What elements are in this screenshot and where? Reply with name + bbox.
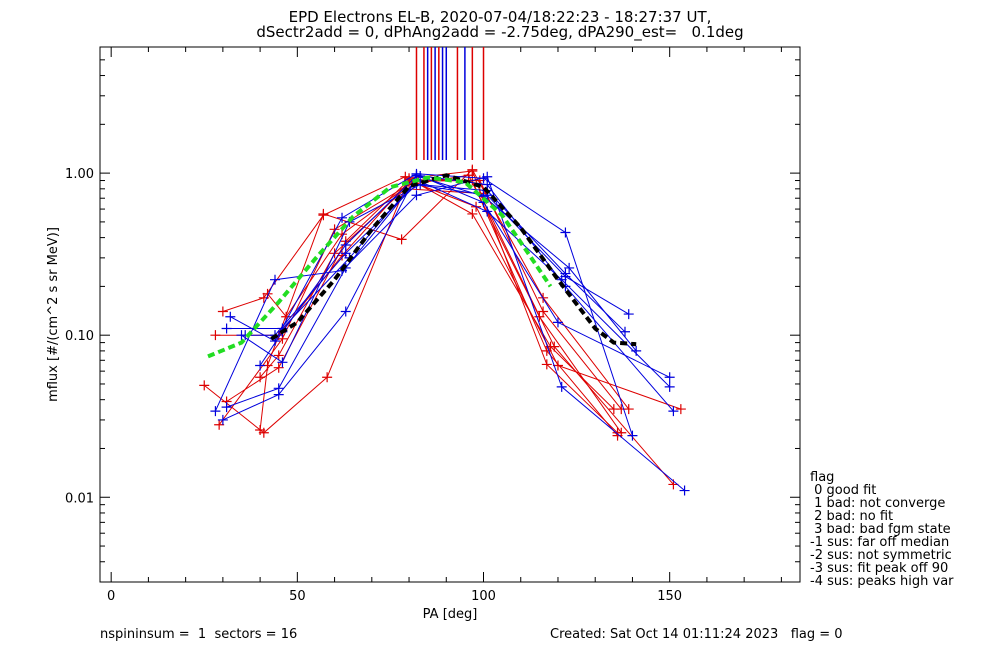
red-data-point [616,427,627,438]
blue-data-point [277,357,288,368]
blue-data-point [668,406,679,417]
blue-data-point [340,306,351,317]
blue-data-point [337,212,348,223]
x-tick-label: 0 [107,589,115,604]
red-data-point [623,404,634,415]
chart-title-line2: dSectr2add = 0, dPhAng2add = -2.75deg, d… [256,23,744,41]
legend-item: 3 bad: bad fgm state [810,522,951,537]
blue-data-point [679,485,690,496]
blue-series-line [230,173,633,436]
x-axis-label: PA [deg] [423,607,478,622]
blue-data-point [411,190,422,201]
blue-data-point [556,381,567,392]
blue-data-point [221,323,232,334]
red-data-point [396,234,407,245]
legend-item: 1 bad: not converge [810,496,946,511]
blue-data-point [478,173,489,184]
blue-data-point [631,345,642,356]
red-series-line [203,170,618,434]
y-tick-label: 1.00 [65,167,94,182]
blue-series-line [245,184,629,336]
x-tick-label: 50 [289,589,306,604]
red-data-point [318,208,329,219]
red-data-point [538,306,549,317]
blue-data-point [623,309,634,320]
blue-series-line [222,174,674,421]
footer-spin-info: nspininsum = 1 sectors = 16 [100,627,298,642]
y-tick-label: 0.10 [65,329,94,344]
blue-data-point [560,271,571,282]
red-data-point [541,359,552,370]
blue-series-line [214,176,685,491]
blue-data-point [664,381,675,392]
blue-data-point [273,383,284,394]
legend-title: flag [810,470,835,485]
red-data-point [210,330,221,341]
blue-data-point [255,360,266,371]
red-data-point [255,372,266,383]
black-median-curve [270,173,637,347]
legend-item: 2 bad: no fit [810,509,894,524]
red-data-point [199,380,210,391]
red-series-line [215,179,618,436]
blue-data-point [270,274,280,285]
blue-data-point [564,262,575,273]
red-data-point [463,170,474,181]
blue-series-line [226,175,670,408]
blue-data-point [221,402,232,413]
blue-data-point [210,406,221,417]
x-tick-label: 100 [471,589,496,604]
plot-frame [99,46,801,583]
x-tick-label: 150 [657,589,682,604]
blue-data-point [482,206,493,217]
red-series-line [259,188,674,485]
red-data-point [467,208,478,219]
legend-item: -1 sus: far off median [810,535,950,550]
red-data-point [467,164,478,175]
blue-data-point [217,414,228,425]
blue-data-point [620,326,630,337]
red-data-point [217,306,228,317]
blue-data-point [340,240,351,251]
blue-data-point [552,317,563,328]
red-data-point [273,362,284,373]
blue-data-point [560,227,571,238]
footer-created-info: Created: Sat Oct 14 01:11:24 2023 flag =… [550,627,843,642]
blue-data-point [225,311,236,322]
flag-legend: flag 0 good fit 1 bad: not converge 2 ba… [810,471,954,588]
y-tick-label: 0.01 [65,491,94,506]
red-series-line [222,176,615,410]
legend-item: -2 sus: not symmetric [810,548,952,563]
chart-title-line1: EPD Electrons EL-B, 2020-07-04/18:22:23 … [288,8,712,26]
blue-data-point [627,430,638,441]
red-data-point [322,372,333,383]
blue-series-line [259,175,637,366]
red-data-point [675,404,686,415]
red-data-point [549,341,560,352]
legend-item: -4 sus: peaks high var [810,574,954,589]
legend-item: 0 good fit [810,483,877,498]
red-data-point [329,224,340,235]
red-data-point [273,350,284,361]
red-data-point [255,425,266,436]
y-axis-label: mflux [#/(cm^2 s sr MeV)] [46,227,61,402]
blue-data-point [664,372,675,383]
legend-item: -3 sus: fit peak off 90 [810,561,949,576]
green-median-curve [207,175,553,359]
